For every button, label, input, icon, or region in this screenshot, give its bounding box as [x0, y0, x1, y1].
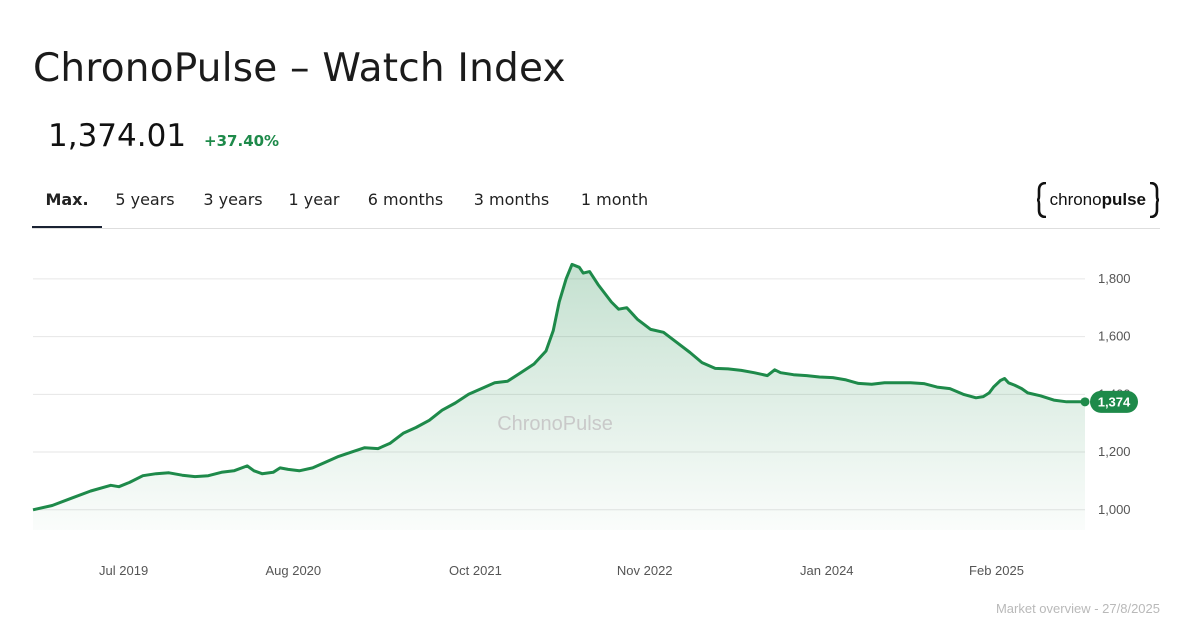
last-point-marker [1080, 397, 1090, 407]
y-tick-label: 1,200 [1098, 444, 1131, 459]
last-value-label: 1,374 [1098, 394, 1131, 409]
price-summary: 1,374.01 +37.40% [48, 118, 279, 154]
page-title: ChronoPulse – Watch Index [33, 46, 566, 91]
logo-text: chronopulse [1049, 190, 1146, 209]
x-tick-label: Feb 2025 [969, 563, 1024, 578]
tab-1-month[interactable]: 1 month [580, 190, 649, 209]
current-price: 1,374.01 [48, 118, 187, 154]
x-axis-labels: Jul 2019 Aug 2020 Oct 2021 Nov 2022 Jan 2024… [99, 563, 1024, 578]
tab-3-months[interactable]: 3 months [473, 190, 550, 209]
x-tick-label: Oct 2021 [449, 563, 502, 578]
price-change: +37.40% [204, 132, 280, 150]
right-bracket-icon [1149, 182, 1160, 218]
x-tick-label: Aug 2020 [265, 563, 321, 578]
series-area [33, 264, 1085, 530]
series-line [32, 262, 1085, 512]
last-value-badge: 1,374 [1090, 390, 1138, 413]
x-tick-label: Nov 2022 [617, 563, 673, 578]
left-bracket-icon [1036, 182, 1046, 218]
range-tabs: Max. 5 years 3 years 1 year 6 months 3 m… [32, 178, 1160, 229]
tab-1-year[interactable]: 1 year [288, 190, 340, 209]
y-tick-label: 1,000 [1098, 502, 1131, 517]
chart-watermark: ChronoPulse [497, 413, 613, 435]
x-tick-label: Jan 2024 [800, 563, 854, 578]
tab-3-years[interactable]: 3 years [203, 190, 263, 209]
y-tick-label: 1,800 [1098, 271, 1131, 286]
tab-max[interactable]: Max. [32, 178, 102, 228]
footer-note: Market overview - 27/8/2025 [995, 601, 1160, 616]
tab-6-months[interactable]: 6 months [367, 190, 444, 209]
x-tick-label: Jul 2019 [99, 563, 148, 578]
tab-5-years[interactable]: 5 years [115, 190, 175, 209]
chronopulse-logo: chronopulse [1036, 182, 1160, 218]
y-tick-label: 1,600 [1098, 329, 1131, 344]
